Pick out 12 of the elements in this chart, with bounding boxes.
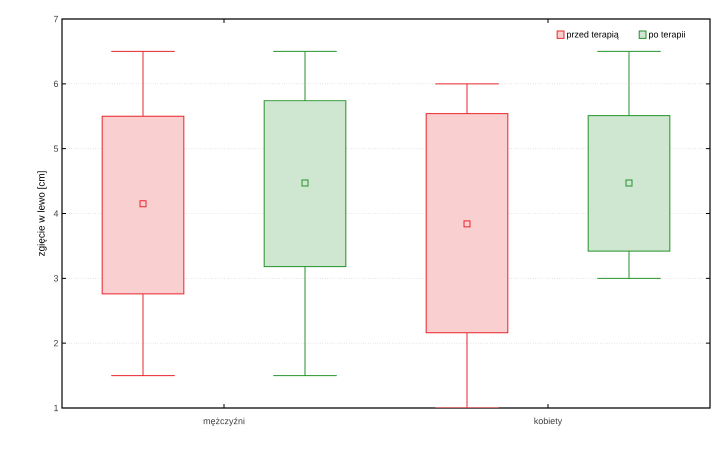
legend-label: po terapii [649,30,685,40]
y-axis-title: zgięcie w lewo [cm] [37,171,47,256]
y-tick-label: 5 [54,146,58,152]
legend-label: przed terapią [567,30,619,40]
y-tick-label: 4 [54,210,58,217]
y-tick-label: 6 [54,80,58,88]
y-tick-label: 1 [54,404,58,412]
x-tick-label: kobiety [534,417,562,426]
y-tick-label: 2 [54,340,58,346]
y-tick-label: 3 [54,275,58,282]
y-tick-label: 7 [54,16,58,22]
x-tick-label: mężczyźni [204,417,244,426]
